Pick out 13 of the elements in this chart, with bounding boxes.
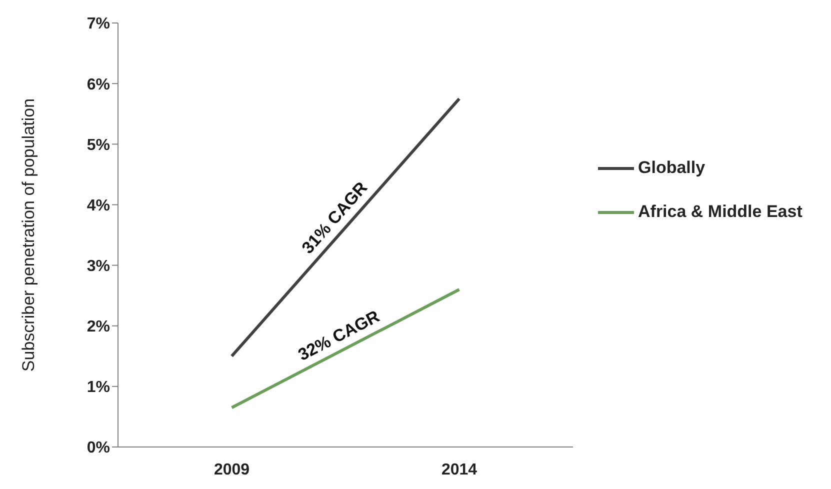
y-tick-label: 7% — [86, 16, 110, 33]
y-tick-label: 5% — [86, 136, 110, 154]
y-axis-title: Subscriber penetration of population — [19, 98, 38, 372]
y-tick-label: 6% — [86, 76, 110, 94]
y-tick-label: 3% — [86, 258, 110, 275]
legend-label: Globally — [638, 158, 706, 178]
x-tick-label: 2014 — [441, 461, 478, 478]
x-tick-label: 2009 — [214, 461, 250, 478]
y-tick-label: 4% — [86, 197, 110, 214]
y-tick-label: 0% — [86, 440, 110, 457]
y-tick-label: 2% — [86, 318, 110, 336]
y-tick-label: 1% — [86, 379, 110, 396]
legend-label: Africa & Middle East — [638, 202, 802, 222]
